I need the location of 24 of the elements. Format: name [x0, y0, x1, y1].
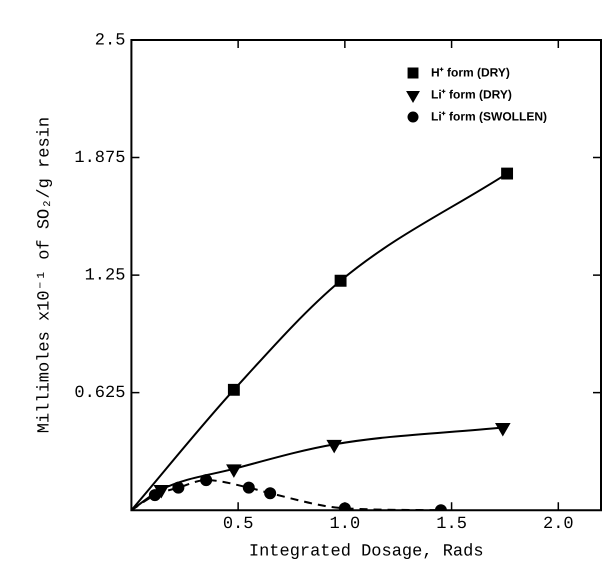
point: [242, 482, 255, 494]
legend-label: Li⁺ form (SWOLLEN): [431, 109, 548, 124]
x-axis-title: Integrated Dosage, Rads: [248, 542, 484, 562]
y-tick-label: 1.875: [74, 149, 126, 168]
point: [496, 422, 510, 436]
point: [154, 485, 168, 498]
x-tick-label: 0.5: [222, 514, 254, 534]
x-tick-label: 1.5: [436, 514, 467, 534]
point: [334, 274, 347, 287]
point: [200, 474, 212, 486]
x-tick-label: 2.0: [543, 514, 574, 534]
legend-label: H⁺ form (DRY): [431, 65, 510, 80]
point: [327, 440, 342, 452]
y-tick-label: 2.5: [94, 32, 126, 50]
legend-label: Li⁺ form (DRY): [431, 87, 512, 102]
point: [226, 464, 241, 477]
x-tick-label: 1.0: [330, 514, 360, 534]
y-axis-title: Millimoles x10⁻¹ of SO₂/g resin: [36, 116, 55, 434]
point: [501, 168, 514, 180]
y-tick-label: 0.625: [74, 384, 126, 404]
point: [264, 487, 276, 500]
point: [228, 384, 240, 396]
y-tick-label: 1.25: [84, 266, 126, 286]
point: [172, 482, 184, 494]
